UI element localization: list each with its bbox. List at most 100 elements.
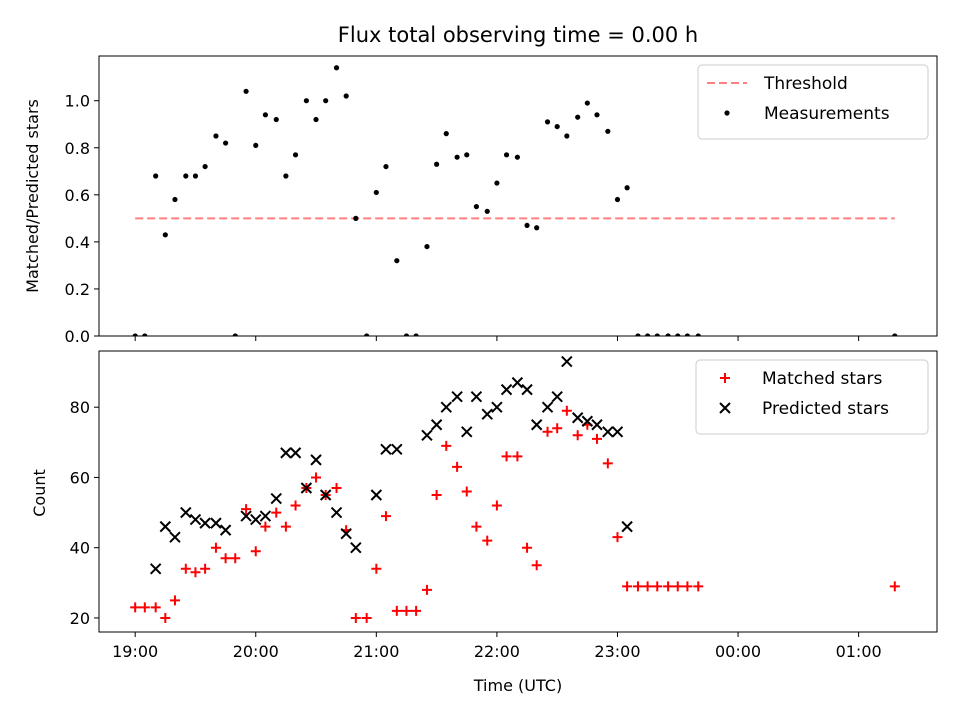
x-tick-label: 21:00 xyxy=(353,642,399,661)
data-point-x xyxy=(219,524,232,536)
data-point-dot xyxy=(584,100,590,106)
data-point-dot xyxy=(695,333,701,336)
data-point-x xyxy=(461,426,473,438)
data-point-plus xyxy=(169,595,180,606)
data-point-x xyxy=(310,454,322,466)
data-point-plus xyxy=(632,581,643,592)
data-point-plus xyxy=(210,542,221,553)
data-point-x xyxy=(621,520,633,533)
data-point-dot xyxy=(424,243,430,250)
x-axis-label: Time (UTC) xyxy=(473,676,562,695)
data-point-dot xyxy=(162,232,168,238)
data-point-plus xyxy=(501,451,512,462)
data-point-dot xyxy=(223,140,229,146)
plot-data xyxy=(132,65,898,336)
data-point-x xyxy=(300,482,313,494)
data-point-plus xyxy=(401,605,412,616)
data-point-dot xyxy=(373,189,379,196)
data-point-plus xyxy=(311,472,322,483)
data-point-dot xyxy=(232,333,238,336)
count-panel: 20 40 60 80 19:00 20:00 21:00 22:00 23:00 00:00 01… xyxy=(70,350,938,661)
data-point-plus xyxy=(391,605,402,616)
data-point-dot xyxy=(464,152,470,158)
y-tick-label: 0.0 xyxy=(65,327,90,346)
data-point-x xyxy=(199,517,211,529)
data-point-x xyxy=(541,401,554,413)
data-point-plus xyxy=(482,535,493,546)
data-point-x xyxy=(611,426,624,438)
data-point-dot xyxy=(262,112,268,118)
data-point-dot xyxy=(554,123,560,130)
data-point-dot xyxy=(383,163,389,170)
data-point-dot xyxy=(564,133,570,139)
plot-frame xyxy=(98,350,938,633)
y-tick-label: 0.4 xyxy=(65,233,90,252)
legend-label: Matched stars xyxy=(762,369,882,389)
data-point-plus xyxy=(491,500,502,511)
data-point-dot xyxy=(443,131,449,137)
data-point-plus xyxy=(522,542,533,553)
legend-label: Predicted stars xyxy=(762,399,889,419)
data-point-x xyxy=(571,412,584,424)
data-point-plus xyxy=(361,612,372,623)
data-point-plus xyxy=(602,458,613,469)
data-point-plus xyxy=(331,482,342,493)
x-tick-label: 00:00 xyxy=(715,642,761,661)
data-point-x xyxy=(500,383,513,396)
data-point-plus xyxy=(663,581,674,592)
data-point-dot xyxy=(283,173,289,179)
data-point-dot xyxy=(434,161,440,167)
y-tick-label: 1.0 xyxy=(65,92,90,111)
data-point-x xyxy=(470,390,483,403)
data-point-dot xyxy=(413,333,419,336)
data-point-x xyxy=(602,426,614,438)
data-point-plus xyxy=(642,581,653,592)
plot-data xyxy=(130,355,900,623)
data-point-x xyxy=(189,513,202,526)
data-point-plus xyxy=(461,486,472,497)
data-point-x xyxy=(169,531,181,543)
data-point-plus xyxy=(572,430,583,441)
data-point-dot xyxy=(605,128,611,134)
data-point-plus xyxy=(130,602,141,613)
y-tick-label: 0.2 xyxy=(65,280,90,299)
data-point-dot xyxy=(624,185,630,191)
data-point-plus xyxy=(471,521,482,532)
data-point-dot xyxy=(635,333,641,336)
data-point-dot xyxy=(323,98,329,104)
data-point-x xyxy=(430,419,443,431)
data-point-plus xyxy=(672,581,683,592)
top-y-axis-label: Matched/Predicted stars xyxy=(23,99,42,293)
data-point-x xyxy=(250,513,262,526)
data-point-x xyxy=(530,419,543,431)
data-point-x xyxy=(421,429,433,442)
data-point-dot xyxy=(514,154,520,160)
data-point-dot xyxy=(614,196,621,203)
data-point-dot xyxy=(454,154,460,160)
data-point-x xyxy=(561,355,573,368)
data-point-plus xyxy=(180,563,191,574)
legend-label: Threshold xyxy=(763,74,848,94)
data-point-dot xyxy=(313,116,319,123)
data-point-dot xyxy=(684,333,691,336)
data-point-plus xyxy=(139,602,150,613)
data-point-x xyxy=(259,510,272,522)
data-point-dot xyxy=(544,119,551,125)
data-point-plus xyxy=(290,500,301,511)
y-tick-label: 60 xyxy=(70,468,90,487)
data-point-x xyxy=(270,492,282,505)
data-point-dot xyxy=(394,258,400,264)
data-point-dot xyxy=(503,152,510,158)
data-point-x xyxy=(240,510,252,522)
data-point-plus xyxy=(230,553,241,564)
data-point-x xyxy=(581,415,594,427)
y-tick-label: 0.6 xyxy=(65,186,90,205)
data-point-plus xyxy=(371,563,382,574)
data-point-x xyxy=(319,489,332,501)
x-tick-label: 20:00 xyxy=(233,642,279,661)
data-point-dot xyxy=(892,333,898,336)
data-point-x xyxy=(340,527,352,540)
legend-box xyxy=(697,64,929,140)
data-point-plus xyxy=(542,426,553,437)
data-point-plus xyxy=(889,581,900,592)
